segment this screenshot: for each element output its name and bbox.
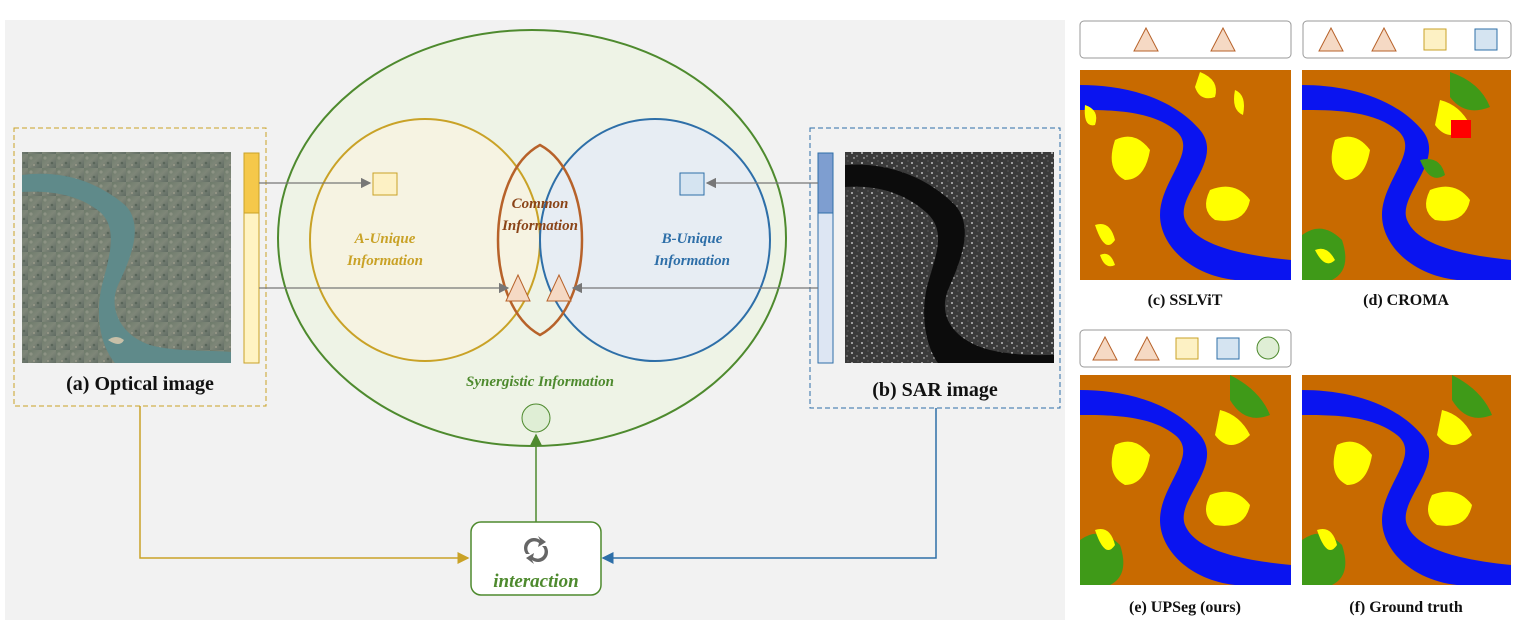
caption-c: (c) SSLViT (1148, 292, 1223, 309)
legend-square-icon (1474, 28, 1498, 51)
a-unique-label-2: Information (346, 253, 423, 269)
legend-square-icon (1216, 337, 1240, 360)
common-label-2: Information (501, 218, 578, 234)
sar-box (809, 127, 1061, 409)
legend-triangle-icon (1371, 26, 1397, 52)
b-unique-label-2: Information (653, 253, 730, 269)
sar-image (845, 152, 1054, 363)
legend-triangle-icon (1210, 26, 1236, 52)
a-unique-label: A-Unique (354, 231, 416, 247)
common-label: Common (512, 196, 569, 212)
caption-d: (d) CROMA (1363, 292, 1449, 309)
optical-image (22, 152, 231, 363)
synergistic-label: Synergistic Information (466, 374, 614, 390)
seg-map-sslvit (1080, 70, 1291, 280)
legend-square-icon (1423, 28, 1447, 51)
a-unique-square-icon (372, 172, 398, 196)
legend-circle-icon (1256, 336, 1280, 360)
common-triangle-icon (505, 273, 531, 302)
legend-triangle-icon (1318, 26, 1344, 52)
caption-e: (e) UPSeg (ours) (1129, 599, 1241, 616)
seg-map-upseg (1080, 375, 1291, 585)
legend-square-icon (1175, 337, 1199, 360)
seg-map-ground-truth (1302, 375, 1511, 585)
legend-triangle-icon (1133, 26, 1159, 52)
overlap-outline (496, 143, 584, 337)
legend-triangle-icon (1134, 335, 1160, 361)
optical-feature-highlight (243, 152, 260, 214)
optical-caption: (a) Optical image (66, 373, 214, 395)
legend-d (1302, 20, 1512, 59)
b-unique-label: B-Unique (661, 231, 723, 247)
interaction-label: interaction (493, 571, 579, 592)
caption-f: (f) Ground truth (1349, 599, 1463, 616)
b-unique-square-icon (679, 172, 705, 196)
optical-to-interaction-arrow (139, 406, 470, 564)
refresh-arrows-icon (524, 536, 548, 564)
sar-feature-highlight (817, 152, 834, 214)
sar-caption: (b) SAR image (872, 379, 998, 401)
b-unique-circle (539, 118, 771, 362)
seg-map-croma (1302, 70, 1511, 280)
common-triangle-icon (546, 273, 572, 302)
a-unique-circle (309, 118, 541, 362)
sar-to-interaction-arrow (601, 408, 937, 564)
legend-triangle-icon (1092, 335, 1118, 361)
legend-c (1079, 20, 1292, 59)
synergy-circle-icon (521, 403, 551, 433)
